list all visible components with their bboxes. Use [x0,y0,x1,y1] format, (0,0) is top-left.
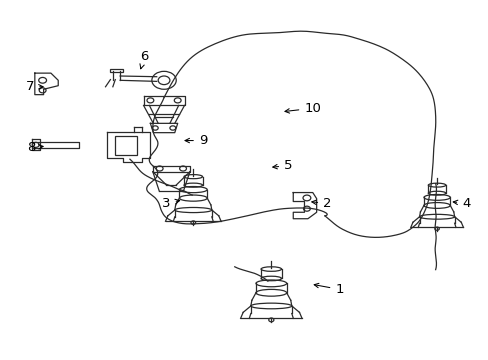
Text: 5: 5 [272,159,292,172]
Text: 3: 3 [162,197,179,210]
Text: 8: 8 [27,141,43,154]
Text: 4: 4 [452,197,469,210]
Text: 2: 2 [311,197,331,210]
Bar [115,136,137,155]
Text: 6: 6 [140,50,148,69]
Bar [110,69,122,72]
Text: 10: 10 [285,102,321,115]
Text: 7: 7 [26,80,43,93]
Text: 9: 9 [184,134,207,147]
Text: 1: 1 [314,283,343,296]
